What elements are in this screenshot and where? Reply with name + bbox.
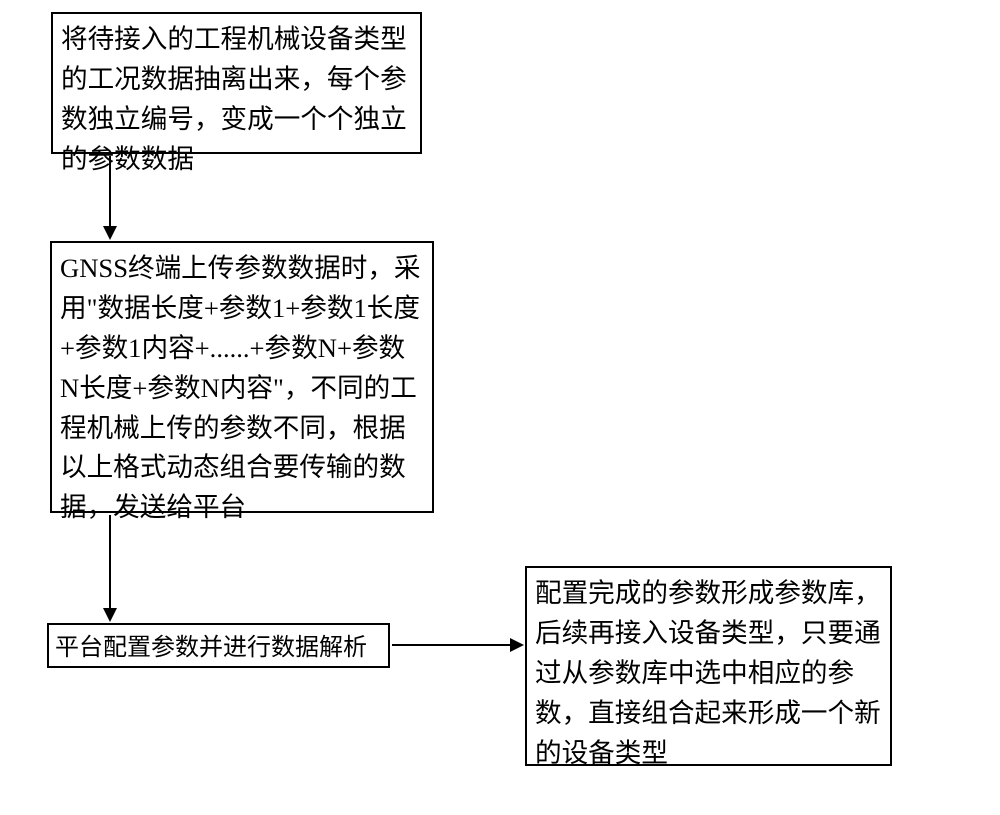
- edge-n1-n2-head: [103, 226, 117, 240]
- flow-node-param-library: 配置完成的参数形成参数库，后续再接入设备类型，只要通过从参数库中选中相应的参数，…: [525, 566, 892, 766]
- flow-node-platform-config: 平台配置参数并进行数据解析: [47, 623, 390, 668]
- node-text: 配置完成的参数形成参数库，后续再接入设备类型，只要通过从参数库中选中相应的参数，…: [535, 578, 881, 768]
- node-text: 平台配置参数并进行数据解析: [55, 635, 367, 661]
- edge-n3-n4-line: [392, 644, 511, 646]
- flow-node-gnss-upload: GNSS终端上传参数数据时，采用"数据长度+参数1+参数1长度+参数1内容+..…: [50, 241, 434, 513]
- edge-n3-n4-head: [510, 638, 524, 652]
- node-text: GNSS终端上传参数数据时，采用"数据长度+参数1+参数1长度+参数1内容+..…: [60, 253, 421, 522]
- edge-n2-n3-head: [103, 608, 117, 622]
- node-text: 将待接入的工程机械设备类型的工况数据抽离出来，每个参数独立编号，变成一个个独立的…: [61, 24, 407, 174]
- flow-node-extract-params: 将待接入的工程机械设备类型的工况数据抽离出来，每个参数独立编号，变成一个个独立的…: [51, 12, 422, 154]
- edge-n2-n3-line: [109, 515, 111, 609]
- edge-n1-n2-line: [109, 156, 111, 227]
